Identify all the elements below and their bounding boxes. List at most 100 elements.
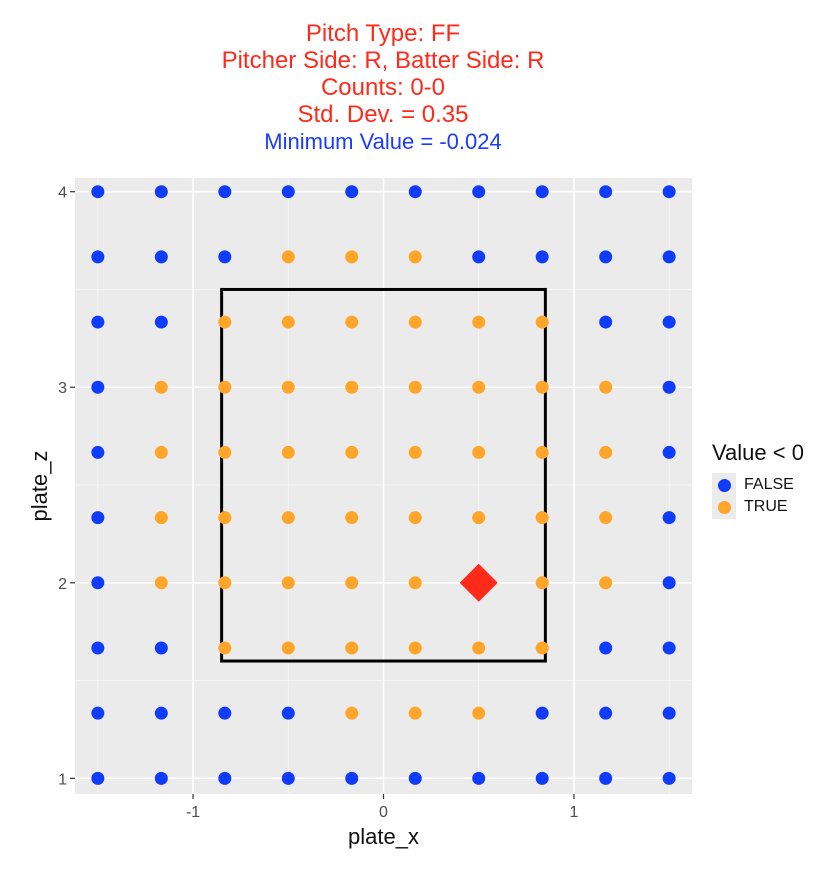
point-true bbox=[281, 511, 295, 525]
point-true bbox=[218, 445, 232, 459]
point-false bbox=[472, 185, 486, 199]
chart-titles: Pitch Type: FF Pitcher Side: R, Batter S… bbox=[0, 20, 766, 155]
legend-label-false: FALSE bbox=[744, 476, 794, 493]
legend-dot-false bbox=[717, 478, 731, 492]
point-true bbox=[345, 250, 359, 264]
point-true bbox=[154, 380, 168, 394]
point-false bbox=[154, 185, 168, 199]
point-false bbox=[662, 771, 676, 785]
point-false bbox=[535, 771, 549, 785]
point-true bbox=[535, 641, 549, 655]
legend-item-true: TRUE bbox=[712, 495, 804, 519]
point-true bbox=[218, 641, 232, 655]
point-true bbox=[472, 380, 486, 394]
point-false bbox=[91, 380, 105, 394]
y-tick-label: 3 bbox=[58, 380, 67, 397]
point-true bbox=[599, 576, 613, 590]
point-true bbox=[281, 315, 295, 329]
point-true bbox=[408, 511, 422, 525]
point-false bbox=[472, 771, 486, 785]
legend: Value < 0 FALSE TRUE bbox=[712, 440, 804, 519]
point-true bbox=[408, 641, 422, 655]
point-false bbox=[91, 445, 105, 459]
point-false bbox=[662, 511, 676, 525]
point-true bbox=[472, 511, 486, 525]
point-false bbox=[662, 706, 676, 720]
point-false bbox=[662, 380, 676, 394]
point-true bbox=[408, 250, 422, 264]
x-axis-label: plate_x bbox=[348, 824, 419, 849]
point-true bbox=[218, 511, 232, 525]
point-false bbox=[154, 641, 168, 655]
point-false bbox=[91, 641, 105, 655]
point-false bbox=[662, 576, 676, 590]
point-true bbox=[345, 706, 359, 720]
point-false bbox=[599, 706, 613, 720]
chart-title-counts: Counts: 0-0 bbox=[320, 74, 446, 101]
legend-label-true: TRUE bbox=[744, 498, 788, 515]
point-false bbox=[91, 185, 105, 199]
point-true bbox=[472, 706, 486, 720]
point-true bbox=[154, 576, 168, 590]
point-false bbox=[662, 185, 676, 199]
point-false bbox=[154, 315, 168, 329]
point-false bbox=[218, 706, 232, 720]
point-true bbox=[599, 380, 613, 394]
point-true bbox=[218, 576, 232, 590]
point-false bbox=[599, 185, 613, 199]
legend-key bbox=[712, 473, 736, 497]
legend-item-false: FALSE bbox=[712, 473, 804, 497]
point-false bbox=[662, 250, 676, 264]
point-false bbox=[91, 511, 105, 525]
point-true bbox=[281, 641, 295, 655]
point-true bbox=[535, 576, 549, 590]
data-points bbox=[91, 185, 676, 785]
point-true bbox=[281, 445, 295, 459]
point-false bbox=[218, 250, 232, 264]
point-true bbox=[408, 576, 422, 590]
point-false bbox=[345, 185, 359, 199]
point-true bbox=[472, 641, 486, 655]
point-false bbox=[408, 185, 422, 199]
point-true bbox=[281, 250, 295, 264]
point-false bbox=[91, 576, 105, 590]
point-true bbox=[408, 706, 422, 720]
y-tick-label: 4 bbox=[58, 185, 67, 202]
point-false bbox=[218, 771, 232, 785]
point-false bbox=[345, 771, 359, 785]
point-true bbox=[408, 315, 422, 329]
point-true bbox=[535, 511, 549, 525]
highlight-diamond bbox=[459, 563, 498, 602]
point-false bbox=[91, 771, 105, 785]
point-false bbox=[599, 641, 613, 655]
x-tick-label: 1 bbox=[569, 804, 578, 821]
y-axis-label: plate_z bbox=[27, 451, 52, 522]
x-tick-label: 0 bbox=[379, 804, 388, 821]
y-tick-label: 2 bbox=[58, 576, 67, 593]
point-false bbox=[91, 250, 105, 264]
legend-key bbox=[712, 495, 736, 519]
point-false bbox=[91, 315, 105, 329]
point-true bbox=[408, 380, 422, 394]
point-true bbox=[154, 511, 168, 525]
point-true bbox=[281, 380, 295, 394]
point-false bbox=[154, 771, 168, 785]
legend-title: Value < 0 bbox=[712, 440, 804, 465]
point-false bbox=[599, 315, 613, 329]
point-false bbox=[535, 185, 549, 199]
point-true bbox=[535, 445, 549, 459]
legend-dot-true bbox=[717, 500, 731, 514]
point-true bbox=[408, 445, 422, 459]
point-true bbox=[472, 315, 486, 329]
point-false bbox=[408, 771, 422, 785]
y-tick-label: 1 bbox=[58, 771, 67, 788]
point-true bbox=[218, 380, 232, 394]
chart-subtitle-min-value: Minimum Value = -0.024 bbox=[264, 129, 502, 154]
point-false bbox=[218, 185, 232, 199]
point-false bbox=[662, 445, 676, 459]
chart-title-pitch-type: Pitch Type: FF bbox=[305, 20, 461, 47]
point-false bbox=[154, 250, 168, 264]
point-true bbox=[345, 641, 359, 655]
point-false bbox=[281, 771, 295, 785]
